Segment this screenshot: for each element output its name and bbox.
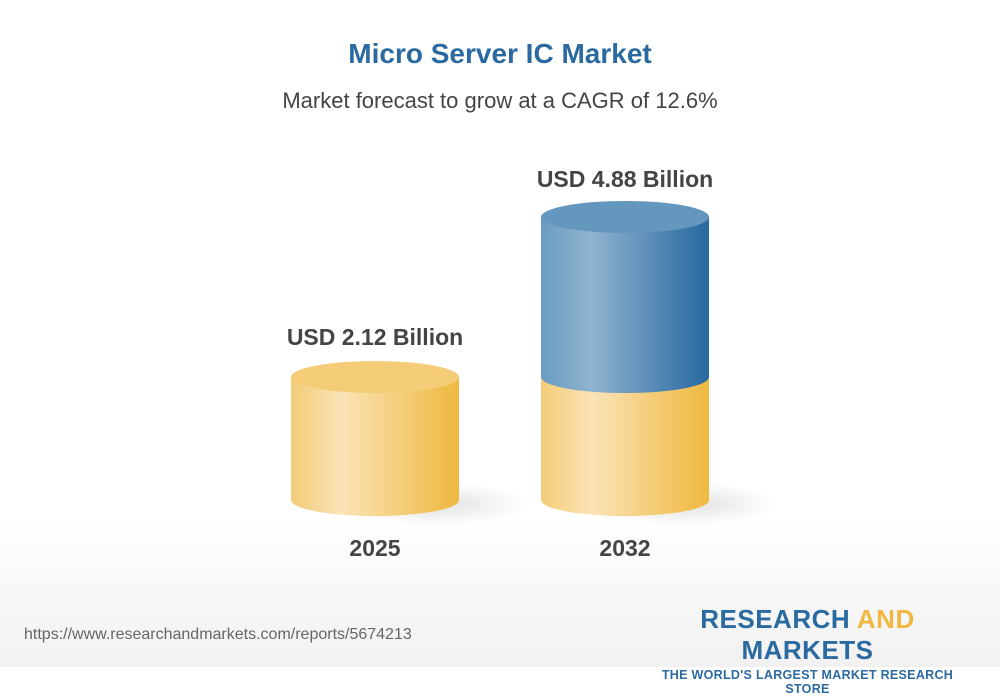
cylinder-chart: USD 2.12 Billion USD 4.88 Billion 2025 2… (287, 166, 779, 561)
logo-tagline: THE WORLD'S LARGEST MARKET RESEARCH STOR… (661, 668, 954, 696)
category-label-2032: 2032 (599, 535, 650, 561)
logo-text-and: AND (856, 604, 915, 634)
bar-2025-top (291, 361, 459, 394)
logo-text: MARKETS (741, 635, 874, 665)
category-label-2025: 2025 (349, 535, 400, 561)
research-and-markets-logo: RESEARCH AND MARKETS THE WORLD'S LARGEST… (640, 604, 975, 696)
chart-title: Micro Server IC Market (348, 38, 652, 69)
data-label-2025: USD 2.12 Billion (287, 324, 463, 350)
bar-2032-growth-segment (541, 216, 709, 394)
source-url[interactable]: https://www.researchandmarkets.com/repor… (24, 626, 412, 643)
bar-2032-base-segment (541, 377, 709, 516)
logo-text: RESEARCH (700, 604, 857, 634)
chart-subtitle: Market forecast to grow at a CAGR of 12.… (282, 88, 718, 113)
bar-2025 (291, 377, 459, 516)
bar-2032-top (541, 200, 709, 233)
data-label-2032: USD 4.88 Billion (537, 166, 713, 192)
